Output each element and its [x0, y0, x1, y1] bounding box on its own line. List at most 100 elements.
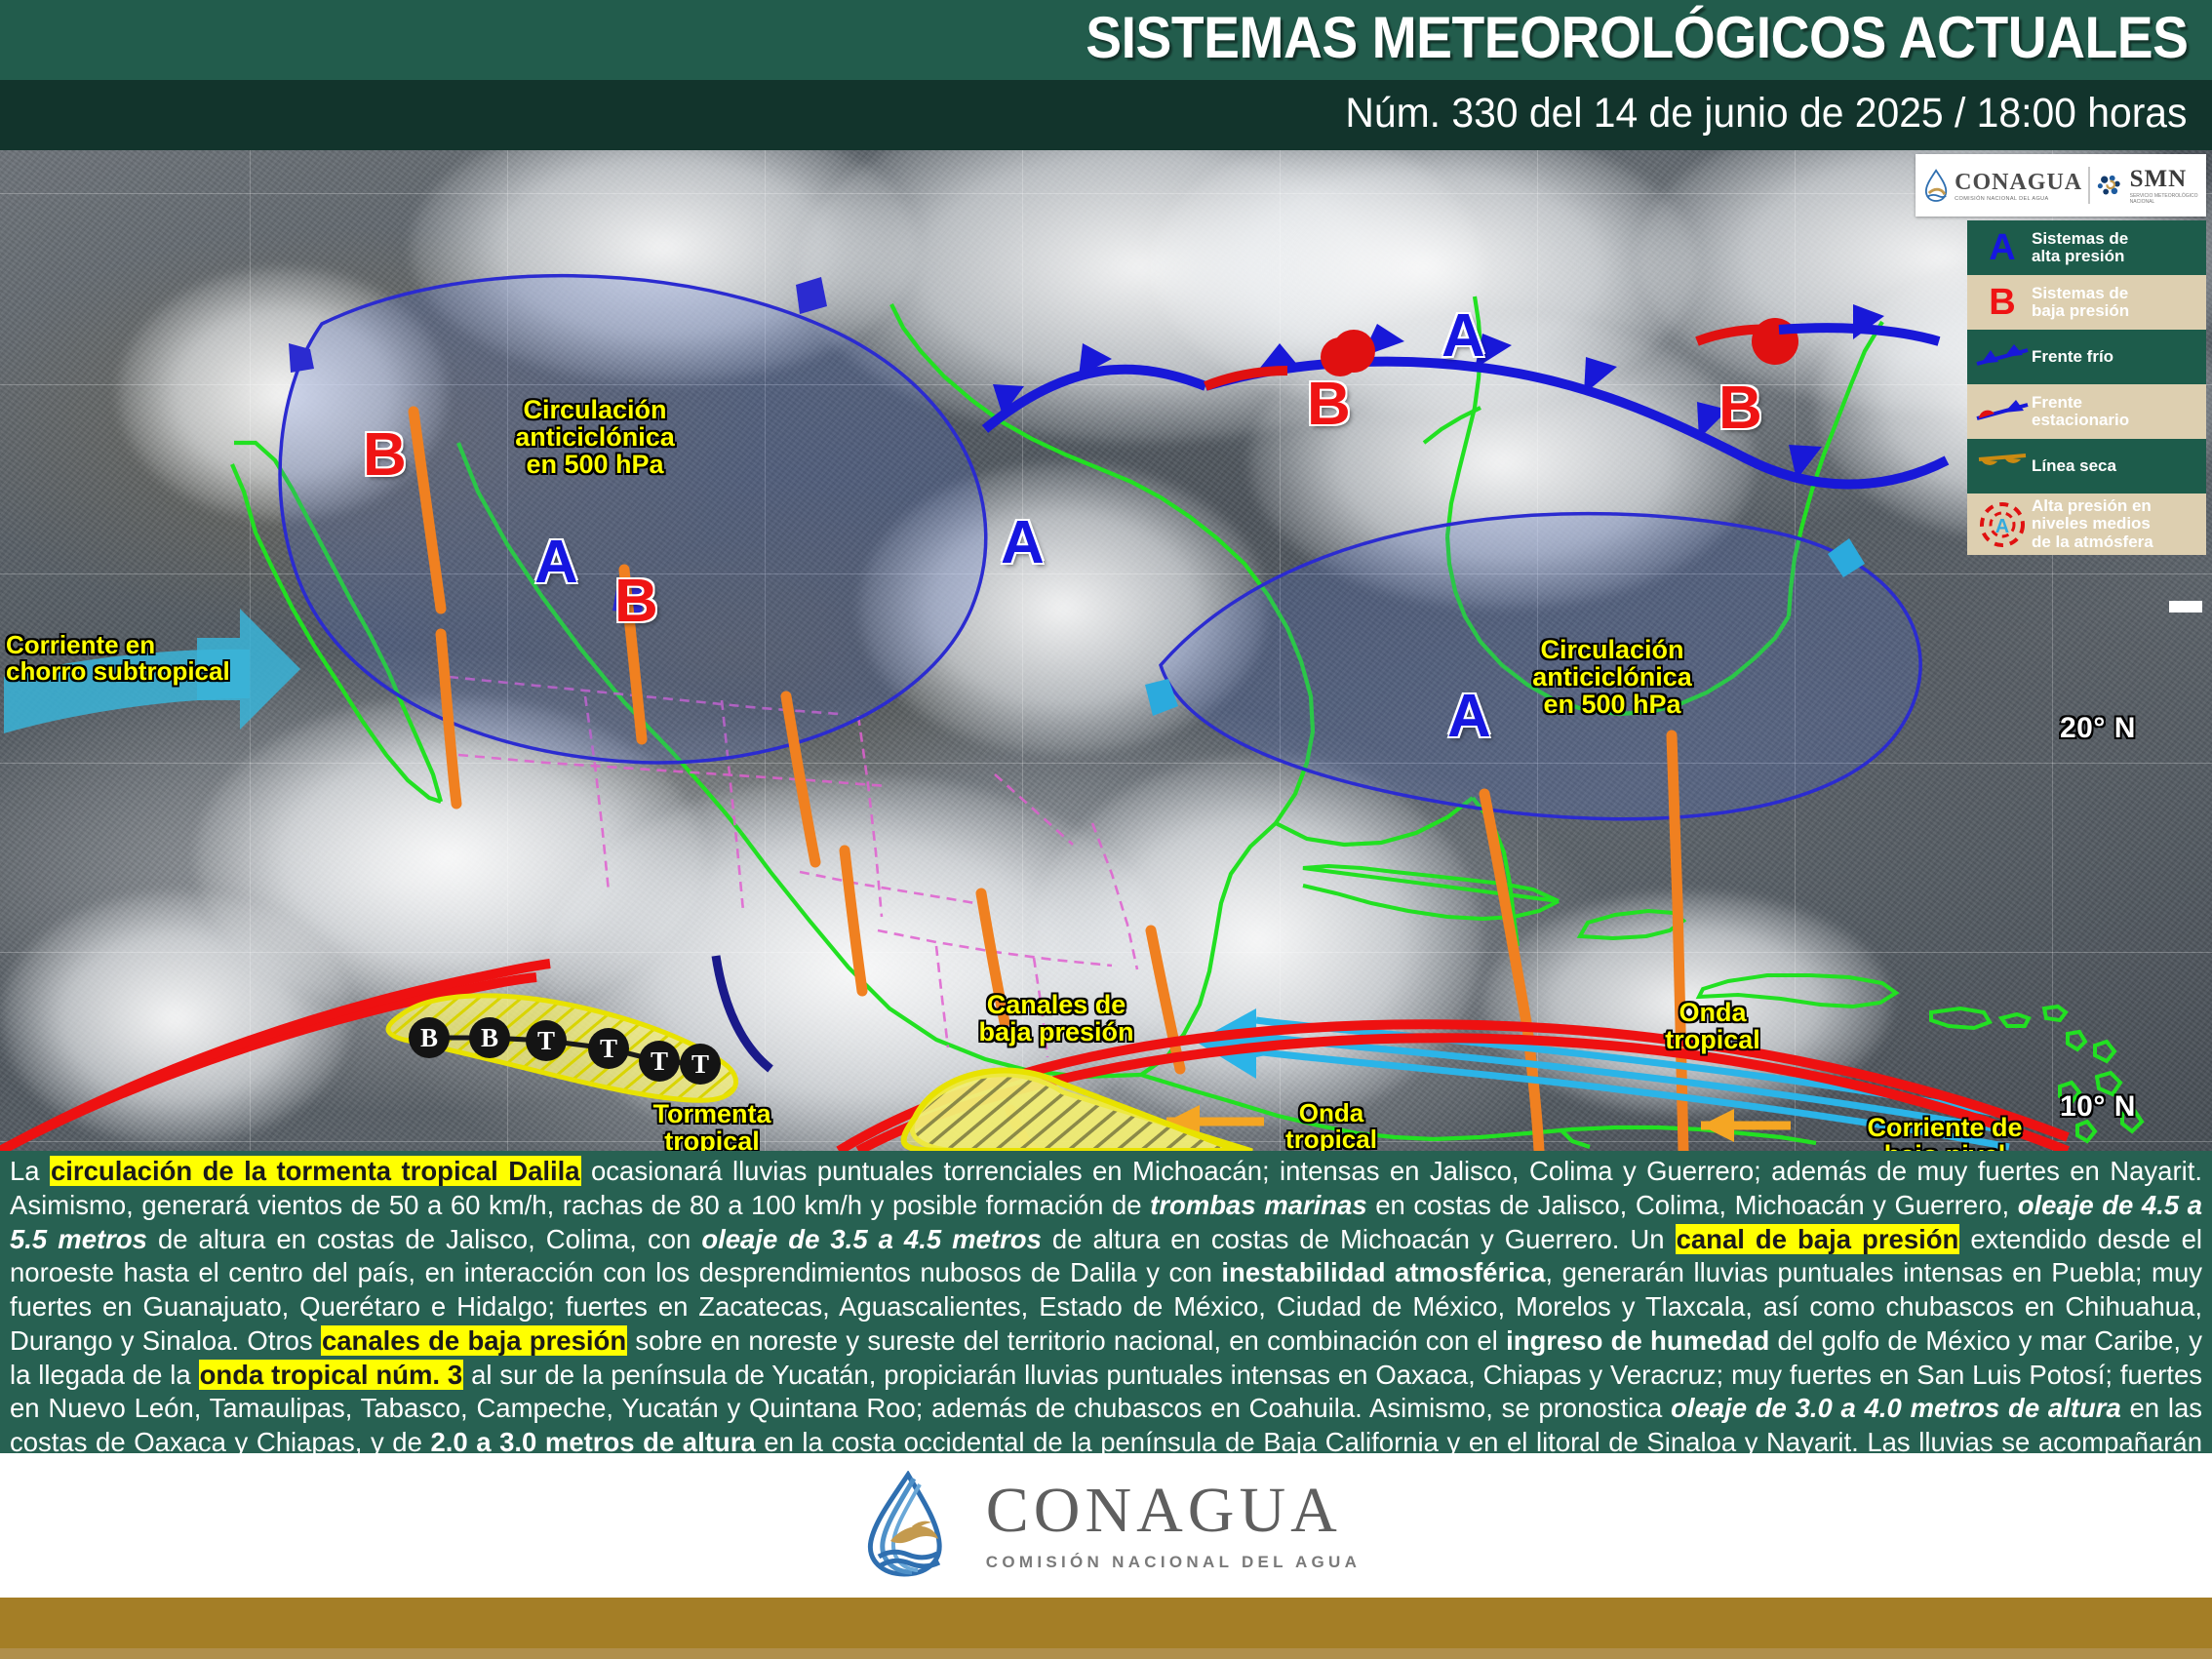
bulletin-text-run: oleaje de 4.5 a 5.5 metros: [10, 1189, 2202, 1254]
graticule-line: [507, 150, 508, 1151]
bulletin-text-run: onda tropical núm. 3: [198, 1359, 464, 1390]
legend-item-dry-line[interactable]: Línea seca: [1967, 439, 2206, 494]
bulletin-text-run: extendido desde el noroeste hasta el cen…: [10, 1223, 2202, 1288]
legend-label-low-pressure: Sistemas de baja presión: [2032, 283, 2130, 320]
stationary-front-icon: [1973, 397, 2032, 426]
cloud-mass: [117, 267, 449, 521]
low-level-jet-arrowhead: [1196, 1008, 1276, 1079]
footer-gold-bar-light: [0, 1648, 2212, 1659]
bulletin-text-run: trombas marinas: [1150, 1189, 1367, 1220]
legend-item-stationary-front[interactable]: Frente estacionario: [1967, 384, 2206, 439]
map-legend: A Sistemas de alta presión B Sistemas de…: [1967, 220, 2206, 556]
coastline-usa: [1422, 296, 1884, 717]
coastline-mexico: [230, 303, 1521, 1080]
graticule-line: [1022, 150, 1023, 1151]
bulletin-paragraph: La circulación de la tormenta tropical D…: [10, 1155, 2202, 1494]
low-pressure-symbol-northeast: B: [1718, 375, 1762, 442]
bulletin-text-run: oleaje de 3.0 a 4.0 metros de altura: [1671, 1393, 2121, 1424]
anticyclone-arrow-pacific-3: [796, 277, 827, 314]
anticyclone-arrow-gulf-2: [1828, 538, 1865, 577]
scroll-indicator[interactable]: [2169, 601, 2202, 612]
header-subbanner: [0, 80, 2212, 150]
cold-front-west: [981, 343, 1207, 433]
state-borders: [448, 675, 1139, 1058]
footer-tagline: COMISIÓN NACIONAL DEL AGUA: [985, 1553, 1362, 1571]
graticule-line: [0, 193, 2212, 194]
map-vector-overlay: [0, 274, 2145, 1151]
smn-wordmark: SMN: [2129, 165, 2188, 192]
conagua-tagline: COMISIÓN NACIONAL DEL AGUA: [1955, 195, 2049, 202]
bulletin-text-run: sobre en noreste y sureste del territori…: [627, 1324, 1507, 1356]
stationary-front-segments: [1204, 304, 1941, 391]
low-pressure-symbol-baja-california: B: [363, 421, 407, 489]
bulletin-text: La circulación de la tormenta tropical D…: [0, 1151, 2212, 1491]
legend-item-low-pressure[interactable]: B Sistemas de baja presión: [1967, 275, 2206, 330]
high-pressure-symbol-gulf: A: [1447, 683, 1491, 750]
bulletin-text-run: La: [10, 1156, 50, 1186]
bulletin-text-run: inestabilidad atmosférica: [1221, 1257, 1546, 1288]
bulletin-text-run: en costas de Jalisco, Colima, Michoacán …: [1366, 1189, 2018, 1220]
anticyclone-boundary-pacific: [278, 274, 988, 765]
dry-line-icon: [1973, 452, 2032, 481]
storm-track-point: T: [588, 1028, 629, 1069]
graticule-line: [2052, 150, 2053, 1151]
page-title: SISTEMAS METEOROLÓGICOS ACTUALES: [1086, 5, 2190, 70]
letter-A-icon: A: [1989, 227, 2016, 268]
graticule-line: [0, 952, 2212, 953]
satellite-weather-map[interactable]: B B T T T T B A B A B B A A Corriente en…: [0, 150, 2212, 1151]
conagua-logo-icon: [867, 1471, 942, 1577]
legend-item-cold-front[interactable]: Frente frío: [1967, 330, 2206, 384]
footer-logo: CONAGUA COMISIÓN NACIONAL DEL AGUA: [0, 1453, 2212, 1598]
storm-track-point: B: [409, 1017, 450, 1058]
graticule-line: [0, 573, 2212, 574]
legend-item-mid-level-high[interactable]: A Alta presión en niveles medios de la a…: [1967, 494, 2206, 556]
bulletin-text-run: oleaje de 3.5 a 4.5 metros: [701, 1223, 1042, 1254]
graticule-line: [1795, 150, 1796, 1151]
bulletin-text-run: canales de baja presión: [320, 1324, 628, 1356]
conagua-smn-brand-bar: CONAGUA COMISIÓN NACIONAL DEL AGUA SMN S…: [1916, 154, 2206, 217]
cold-front-icon: [1973, 342, 2032, 372]
cyclone-development-area-outer: [900, 1067, 1241, 1151]
bulletin-text-run: en las costas de Oaxaca y Chiapas, y de: [10, 1393, 2202, 1458]
anticyclone-boundary-gulf: [1159, 511, 1922, 821]
footer-wordmark: CONAGUA: [985, 1475, 1342, 1546]
bulletin-text-run: canal de baja presión: [1675, 1223, 1960, 1254]
legend-label-cold-front: Frente frío: [2032, 346, 2114, 366]
subtropical-jet-arrow: [4, 609, 300, 733]
smn-tagline: SERVICIO METEOROLÓGICO NACIONAL: [2129, 192, 2198, 205]
header-banner: [0, 0, 2212, 80]
letter-B-icon: B: [1989, 282, 2016, 323]
graticule-line: [1280, 150, 1281, 1151]
smn-swirl-icon: [2097, 175, 2120, 195]
cloud-mass: [0, 891, 351, 1145]
svg-text:A: A: [1995, 516, 2009, 537]
bulletin-text-run: de altura en costas de Michoacán y Guerr…: [1041, 1223, 1676, 1254]
high-pressure-symbol-pacific: A: [534, 529, 578, 596]
footer-gold-bar: [0, 1598, 2212, 1648]
cloud-mass: [858, 462, 1268, 755]
high-pressure-symbol-north: A: [1442, 302, 1485, 370]
legend-item-high-pressure[interactable]: A Sistemas de alta presión: [1967, 220, 2206, 275]
legend-label-high-pressure: Sistemas de alta presión: [2032, 228, 2129, 265]
dry-line-coast: [711, 955, 773, 1073]
bulletin-text-run: 2.0 a 3.0 metros de altura: [430, 1427, 756, 1458]
storm-track-point: B: [469, 1017, 510, 1058]
conagua-drop-icon: [1924, 169, 1948, 202]
legend-label-mid-level-high: Alta presión en niveles medios de la atm…: [2032, 496, 2153, 551]
bulletin-number-date: Núm. 330 del 14 de junio de 2025 / 18:00…: [1344, 90, 2187, 137]
latitude-label-20n: 20° N: [2060, 712, 2136, 744]
graticule-line: [1537, 150, 1538, 1151]
legend-label-dry-line: Línea seca: [2032, 455, 2116, 475]
graticule-line: [765, 150, 766, 1151]
bulletin-text-run: ingreso de humedad: [1506, 1324, 1770, 1356]
brand-divider: [2088, 167, 2090, 204]
bulletin-text-run: circulación de la tormenta tropical Dali…: [50, 1156, 581, 1186]
latitude-label-10n: 10° N: [2060, 1090, 2136, 1123]
storm-track-point: T: [680, 1044, 721, 1085]
low-pressure-symbol-sonora: B: [614, 568, 658, 635]
legend-label-stationary-front: Frente estacionario: [2032, 392, 2130, 429]
bulletin-text-run: al sur de la península de Yucatán, propi…: [10, 1359, 2202, 1424]
bulletin-text-run: del golfo de México y mar Caribe, y la l…: [10, 1324, 2202, 1390]
bulletin-text-run: ocasionará lluvias puntuales torrenciale…: [10, 1156, 2202, 1220]
